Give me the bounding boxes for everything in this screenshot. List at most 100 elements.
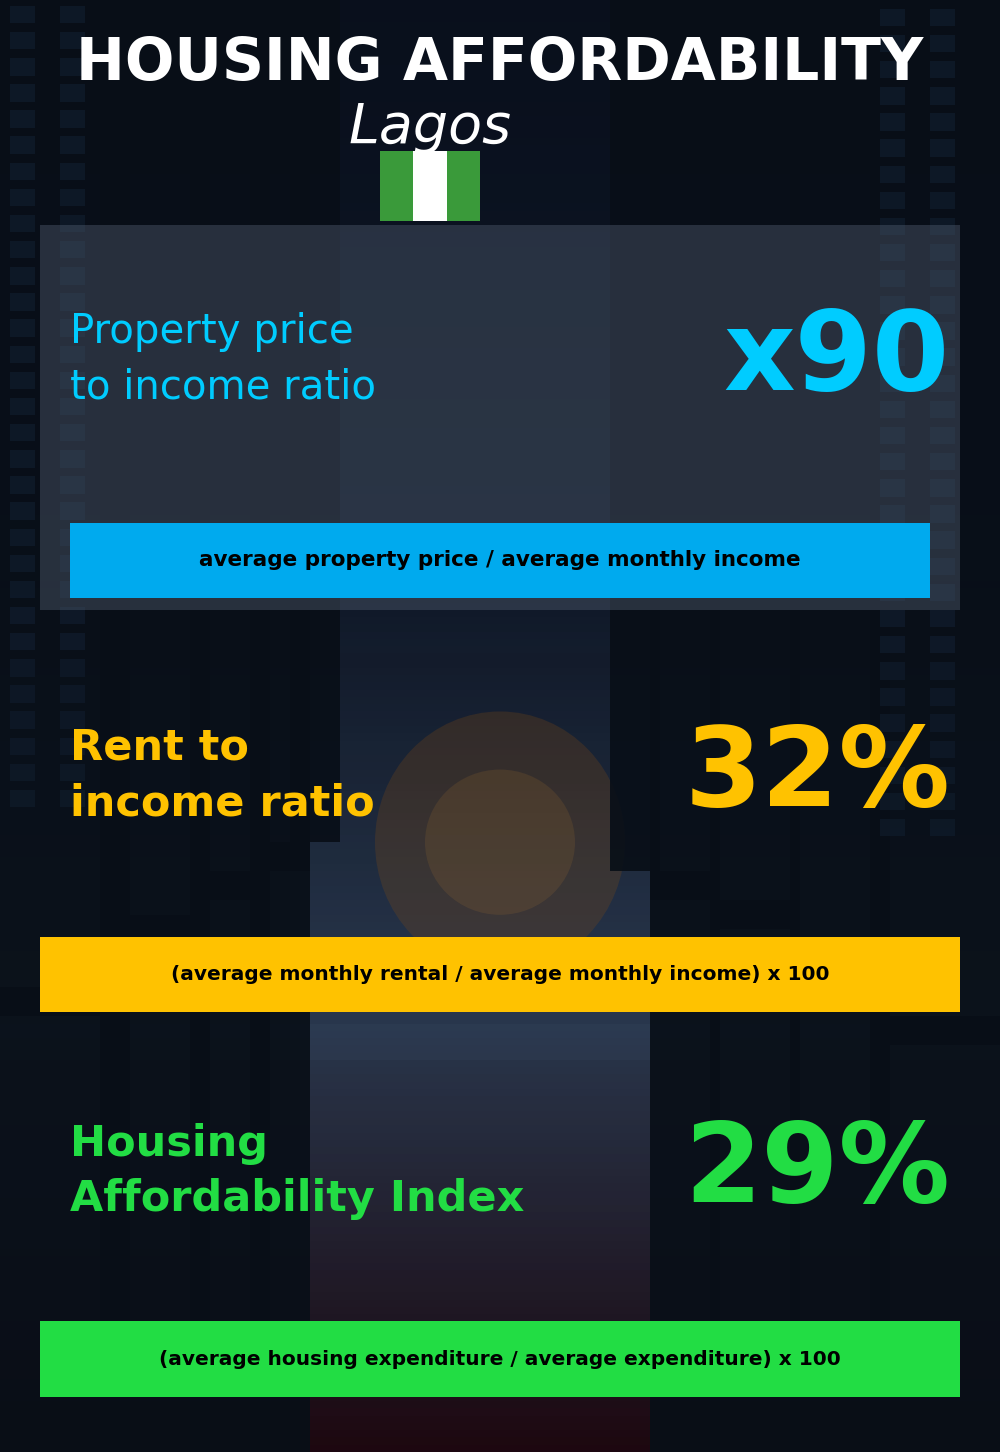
Bar — [930, 87, 955, 105]
Bar — [60, 633, 85, 650]
Bar — [10, 136, 35, 154]
Bar — [880, 401, 905, 418]
Bar — [880, 688, 905, 706]
Text: HOUSING AFFORDABILITY: HOUSING AFFORDABILITY — [76, 35, 924, 93]
Text: Housing
Affordability Index: Housing Affordability Index — [70, 1122, 524, 1220]
Ellipse shape — [425, 770, 575, 915]
Bar — [10, 215, 35, 232]
Bar — [930, 793, 955, 810]
Bar — [880, 479, 905, 497]
Bar — [413, 151, 447, 221]
Text: Lagos: Lagos — [349, 102, 512, 154]
Bar — [930, 819, 955, 836]
Bar — [930, 714, 955, 732]
Text: x90: x90 — [724, 306, 950, 414]
Bar — [880, 427, 905, 444]
Bar — [610, 0, 660, 871]
Bar — [60, 555, 85, 572]
Bar — [880, 531, 905, 549]
Bar — [930, 584, 955, 601]
Bar — [10, 711, 35, 729]
Bar — [10, 372, 35, 389]
Bar — [60, 215, 85, 232]
Bar — [930, 35, 955, 52]
Bar — [60, 189, 85, 206]
Bar — [650, 0, 720, 900]
Bar — [710, 900, 800, 1452]
Bar — [930, 662, 955, 680]
Bar — [60, 738, 85, 755]
Bar — [10, 189, 35, 206]
Text: 32%: 32% — [684, 722, 950, 829]
Bar — [10, 659, 35, 677]
Bar — [60, 372, 85, 389]
Ellipse shape — [375, 711, 625, 973]
Bar — [880, 584, 905, 601]
Bar — [60, 32, 85, 49]
Text: Property price
to income ratio: Property price to income ratio — [70, 312, 376, 408]
Bar — [10, 267, 35, 285]
Bar — [0, 987, 130, 1452]
Bar — [10, 502, 35, 520]
Bar — [60, 241, 85, 258]
Bar — [930, 322, 955, 340]
Bar — [10, 241, 35, 258]
Bar — [60, 790, 85, 807]
Bar — [40, 1321, 960, 1397]
Bar — [60, 476, 85, 494]
Bar — [710, 0, 800, 929]
Bar — [880, 375, 905, 392]
Bar — [880, 741, 905, 758]
Bar — [930, 505, 955, 523]
Bar — [190, 871, 270, 1452]
Bar — [100, 915, 210, 1452]
Bar — [380, 151, 413, 221]
Bar — [930, 139, 955, 157]
Bar — [60, 163, 85, 180]
Bar — [10, 293, 35, 311]
Bar — [10, 319, 35, 337]
Bar — [880, 610, 905, 627]
Bar — [880, 453, 905, 470]
Bar — [10, 607, 35, 624]
Bar — [70, 523, 930, 598]
Bar — [60, 398, 85, 415]
Bar — [60, 685, 85, 703]
Text: (average monthly rental / average monthly income) x 100: (average monthly rental / average monthl… — [171, 964, 829, 984]
Bar — [880, 636, 905, 653]
Bar — [930, 9, 955, 26]
Bar — [10, 398, 35, 415]
Bar — [60, 764, 85, 781]
Bar — [930, 688, 955, 706]
Bar — [930, 636, 955, 653]
Bar — [10, 633, 35, 650]
Bar — [880, 714, 905, 732]
Bar — [40, 937, 960, 1012]
Bar — [880, 505, 905, 523]
Bar — [60, 711, 85, 729]
Bar — [190, 0, 270, 900]
Bar — [880, 35, 905, 52]
Bar — [880, 270, 905, 287]
Bar — [880, 139, 905, 157]
Bar — [100, 0, 210, 944]
Bar — [60, 84, 85, 102]
Bar — [290, 0, 340, 842]
Bar — [60, 502, 85, 520]
Bar — [930, 218, 955, 235]
Bar — [880, 61, 905, 78]
Bar — [880, 819, 905, 836]
Bar — [930, 610, 955, 627]
Bar — [880, 244, 905, 261]
Bar — [880, 166, 905, 183]
Bar — [10, 450, 35, 468]
Bar — [447, 151, 480, 221]
Bar — [930, 244, 955, 261]
Bar — [10, 84, 35, 102]
Text: (average housing expenditure / average expenditure) x 100: (average housing expenditure / average e… — [159, 1349, 841, 1369]
Bar — [60, 267, 85, 285]
Bar — [10, 6, 35, 23]
Bar — [790, 0, 890, 973]
Bar — [60, 450, 85, 468]
Bar — [880, 87, 905, 105]
